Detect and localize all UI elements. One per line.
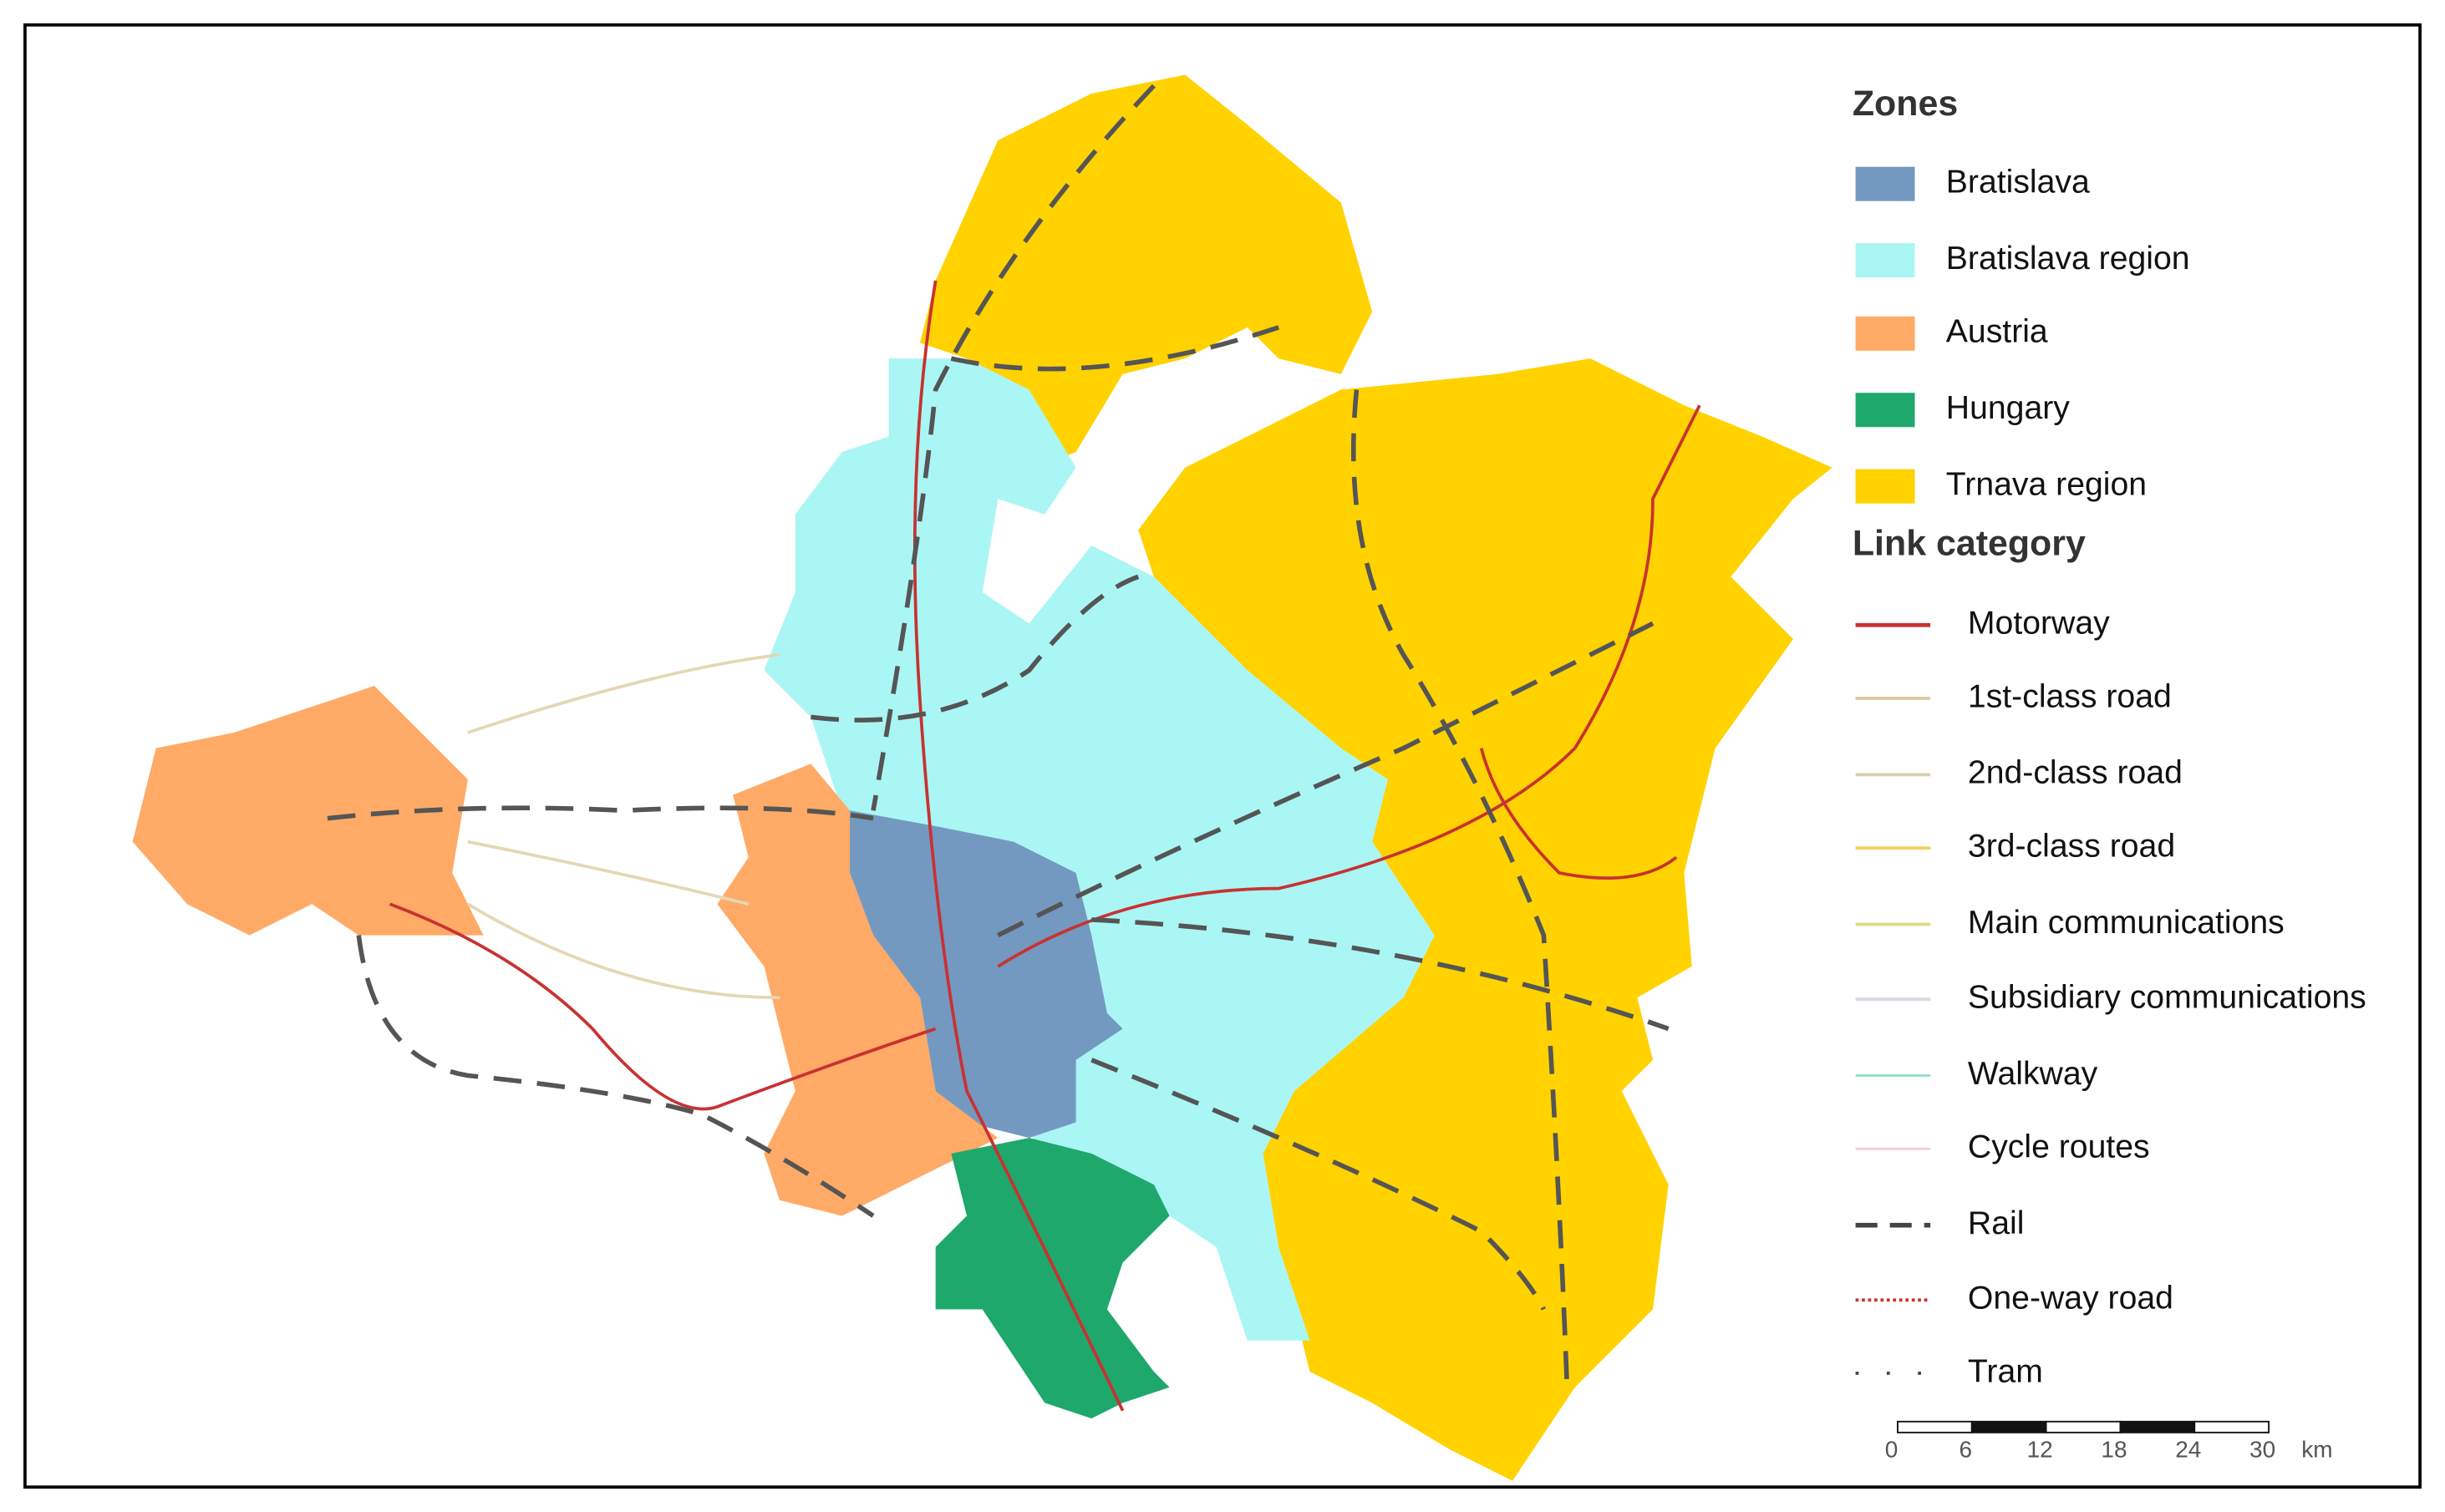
scale-label: 18: [2101, 1437, 2127, 1463]
scale-segment: [2193, 1420, 2270, 1433]
legend-swatch: [1855, 166, 1915, 201]
road: [466, 652, 780, 1000]
scale-label: 12: [2027, 1437, 2053, 1463]
scale-segment: [2119, 1420, 2196, 1433]
rail: [327, 84, 1670, 1388]
legend-label: Walkway: [1968, 1056, 2098, 1092]
scale-label: 30: [2249, 1437, 2275, 1463]
legend-label: Main communications: [1968, 905, 2285, 941]
legend-title: Link category: [1853, 523, 2086, 563]
zone-hungary: [935, 1138, 1170, 1419]
legend-swatch: [1855, 393, 1915, 428]
legend-label: 1st-class road: [1968, 678, 2172, 714]
scale-segment: [1897, 1420, 1973, 1433]
legend-label: Hungary: [1946, 390, 2070, 426]
scale-segment: [2045, 1420, 2122, 1433]
scale-label: 0: [1885, 1437, 1899, 1463]
legend-label: 3rd-class road: [1968, 828, 2175, 864]
scale-label: 24: [2175, 1437, 2201, 1463]
zone-bratislava: [850, 810, 1123, 1139]
scale-segment: [1970, 1420, 2047, 1433]
zone-bratislava-region: [764, 358, 1435, 1341]
zone-trnava-north: [920, 74, 1373, 468]
scale-label: 6: [1960, 1437, 1973, 1463]
legend-label: Trnava region: [1946, 467, 2147, 503]
legend-label: Motorway: [1968, 606, 2110, 642]
motorway: [389, 280, 1701, 1412]
legend: Zones Link category Bratislava Bratislava…: [1843, 69, 2366, 1466]
legend-label: Cycle routes: [1968, 1129, 2150, 1165]
zone-trnava-east: [1138, 358, 1832, 1481]
legend-title: Zones: [1853, 84, 1958, 124]
legend-label: One-way road: [1968, 1281, 2173, 1317]
zone-shapes: [132, 74, 1832, 1481]
legend-label: Subsidiary communications: [1968, 979, 2366, 1015]
legend-swatch: [1855, 469, 1915, 504]
legend-label: Bratislava: [1946, 165, 2090, 200]
legend-swatch: [1855, 316, 1915, 351]
legend-label: Austria: [1946, 314, 2048, 350]
legend-box: [1843, 69, 2351, 1466]
links: [327, 84, 1701, 1412]
legend-label: Rail: [1968, 1205, 2024, 1241]
scale-unit: km: [2301, 1437, 2332, 1463]
legend-label: Tram: [1968, 1353, 2043, 1389]
legend-label: 2nd-class road: [1968, 755, 2183, 791]
scale-bar: 0 6 12 18 24 30 km: [1885, 1420, 2333, 1463]
zone-austria-west: [132, 686, 484, 936]
zone-austria-central: [717, 764, 999, 1216]
legend-label: Bratislava region: [1946, 241, 2190, 277]
legend-swatch: [1855, 243, 1915, 278]
